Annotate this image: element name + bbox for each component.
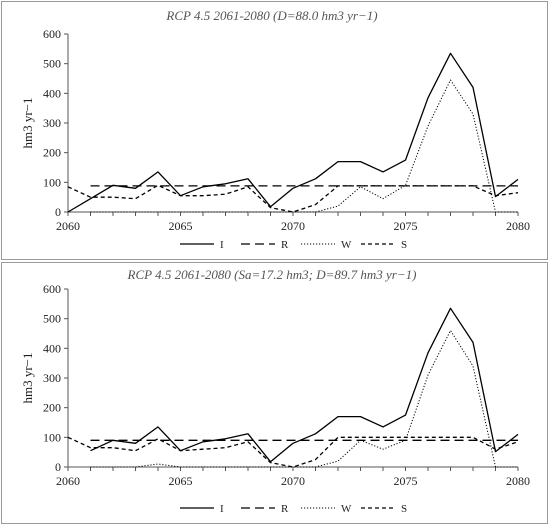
y-tick-label: 100 bbox=[43, 175, 61, 189]
series-line-w bbox=[90, 330, 518, 468]
x-tick-label: 2070 bbox=[281, 219, 305, 233]
x-tick-label: 2070 bbox=[281, 474, 305, 488]
y-tick-label: 0 bbox=[55, 460, 61, 474]
y-tick-label: 500 bbox=[43, 57, 61, 71]
legend-label-i: I bbox=[220, 503, 224, 515]
y-tick-label: 0 bbox=[55, 205, 61, 219]
series-line-w bbox=[90, 79, 518, 213]
y-tick-label: 100 bbox=[43, 430, 61, 444]
legend-label-w: W bbox=[341, 503, 352, 515]
series-line-i bbox=[67, 52, 519, 213]
y-axis-label: hm3 yr−1 bbox=[20, 352, 35, 403]
y-tick-label: 200 bbox=[43, 401, 61, 415]
x-tick-label: 2060 bbox=[56, 219, 80, 233]
line-chart-top: RCP 4.5 2061-2080 (D=88.0 hm3 yr−1) hm3 y… bbox=[20, 8, 530, 251]
legend-label-s: S bbox=[401, 239, 407, 251]
y-tick-label: 600 bbox=[43, 27, 61, 41]
x-tick-label: 2075 bbox=[394, 219, 418, 233]
chart-title: RCP 4.5 2061-2080 (Sa=17.2 hm3; D=89.7 h… bbox=[127, 267, 417, 282]
series-line-s bbox=[67, 184, 519, 213]
y-tick-label: 400 bbox=[43, 341, 61, 355]
y-tick-label: 200 bbox=[43, 146, 61, 160]
series-line-i bbox=[90, 307, 519, 463]
chart-panel-bottom: RCP 4.5 2061-2080 (Sa=17.2 hm3; D=89.7 h… bbox=[1, 262, 548, 524]
y-tick-label: 400 bbox=[43, 86, 61, 100]
x-tick-label: 2065 bbox=[169, 474, 193, 488]
x-tick-label: 2080 bbox=[506, 474, 530, 488]
legend-label-i: I bbox=[220, 239, 224, 251]
line-chart-bottom: RCP 4.5 2061-2080 (Sa=17.2 hm3; D=89.7 h… bbox=[20, 267, 530, 515]
chart-title: RCP 4.5 2061-2080 (D=88.0 hm3 yr−1) bbox=[165, 8, 377, 23]
x-tick-label: 2075 bbox=[394, 474, 418, 488]
legend-label-r: R bbox=[281, 239, 289, 251]
series-line-s bbox=[67, 436, 519, 468]
legend-label-s: S bbox=[401, 503, 407, 515]
y-tick-label: 300 bbox=[43, 371, 61, 385]
y-tick-label: 500 bbox=[43, 312, 61, 326]
legend-label-r: R bbox=[281, 503, 289, 515]
y-axis-label: hm3 yr−1 bbox=[20, 97, 35, 148]
x-tick-label: 2080 bbox=[506, 219, 530, 233]
x-tick-label: 2060 bbox=[56, 474, 80, 488]
y-tick-label: 300 bbox=[43, 116, 61, 130]
chart-panel-top: RCP 4.5 2061-2080 (D=88.0 hm3 yr−1) hm3 y… bbox=[1, 1, 548, 260]
legend-label-w: W bbox=[341, 239, 352, 251]
y-tick-label: 600 bbox=[43, 282, 61, 296]
x-tick-label: 2065 bbox=[169, 219, 193, 233]
